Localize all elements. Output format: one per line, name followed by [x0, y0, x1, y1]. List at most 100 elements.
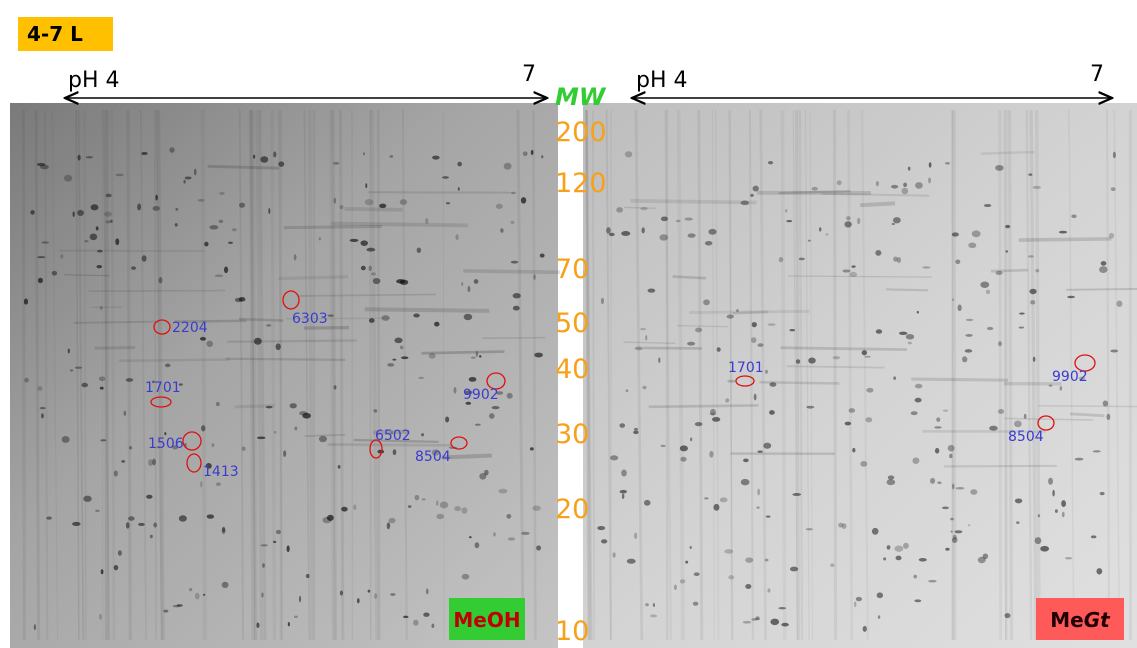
- streak: [255, 109, 264, 641]
- streak: [370, 109, 379, 641]
- streak: [75, 109, 80, 641]
- protein-spot: [980, 281, 990, 289]
- protein-spot: [896, 257, 902, 264]
- protein-spot: [616, 207, 624, 213]
- protein-spot: [364, 199, 374, 206]
- protein-spot: [982, 553, 989, 560]
- protein-spot: [680, 456, 687, 462]
- protein-spot: [399, 345, 404, 350]
- band: [234, 404, 275, 409]
- band: [421, 350, 505, 355]
- protein-spot: [479, 355, 482, 358]
- protein-spot: [164, 432, 167, 436]
- streak: [792, 109, 798, 641]
- protein-spot: [392, 449, 397, 456]
- band: [1004, 417, 1094, 421]
- protein-spot: [864, 355, 871, 358]
- protein-spot: [936, 417, 941, 422]
- mw-marker: 40: [555, 354, 589, 385]
- protein-spot: [241, 446, 246, 451]
- protein-spot: [356, 598, 360, 604]
- protein-spot: [1112, 151, 1116, 159]
- streak: [780, 109, 787, 641]
- protein-spot: [362, 152, 366, 156]
- mw-marker: 70: [555, 254, 589, 285]
- protein-spot: [387, 363, 395, 367]
- protein-spot: [367, 589, 371, 593]
- streak: [331, 109, 338, 641]
- protein-spot: [61, 436, 70, 443]
- protein-spot: [99, 386, 104, 390]
- spot-circle: [450, 436, 468, 450]
- protein-spot: [178, 515, 187, 522]
- protein-spot: [123, 410, 127, 416]
- protein-spot: [1052, 489, 1055, 497]
- protein-spot: [930, 477, 936, 484]
- band: [482, 336, 546, 339]
- protein-spot: [536, 545, 542, 551]
- protein-spot: [72, 521, 81, 526]
- protein-spot: [529, 447, 534, 451]
- protein-spot: [194, 168, 197, 176]
- streak: [861, 109, 869, 641]
- band: [624, 206, 656, 209]
- protein-spot: [735, 309, 739, 313]
- protein-spot: [266, 324, 272, 327]
- protein-spot: [898, 331, 908, 336]
- protein-spot: [272, 540, 277, 544]
- spot-label: 1506: [148, 436, 184, 452]
- protein-spot: [273, 151, 277, 158]
- protein-spot: [658, 357, 661, 363]
- protein-spot: [289, 403, 297, 409]
- protein-spot: [998, 341, 1002, 347]
- band: [364, 307, 490, 313]
- spot-label: 2204: [172, 320, 208, 336]
- protein-spot: [468, 376, 477, 382]
- protein-spot: [1102, 400, 1109, 407]
- protein-spot: [89, 233, 98, 241]
- protein-spot: [416, 247, 422, 253]
- band: [623, 341, 676, 344]
- streak: [605, 109, 612, 641]
- protein-spot: [875, 180, 879, 187]
- protein-spot: [67, 348, 70, 354]
- protein-spot: [372, 278, 381, 285]
- protein-spot: [708, 228, 717, 235]
- streak: [516, 109, 525, 641]
- spot-circle: [282, 290, 300, 310]
- protein-spot: [396, 279, 406, 284]
- spot-circle: [735, 375, 755, 387]
- protein-spot: [83, 495, 92, 502]
- protein-spot: [51, 270, 58, 276]
- spot-circle: [150, 396, 172, 408]
- protein-spot: [265, 405, 273, 409]
- protein-spot: [205, 463, 212, 469]
- protein-spot: [403, 615, 409, 619]
- protein-spot: [751, 337, 757, 344]
- sample-label: MeGt: [1050, 608, 1111, 632]
- protein-spot: [757, 450, 763, 453]
- protein-spot: [84, 240, 89, 243]
- protein-spot: [99, 613, 102, 620]
- protein-spot: [891, 222, 895, 226]
- protein-spot: [425, 218, 429, 224]
- protein-spot: [305, 573, 310, 579]
- protein-spot: [950, 517, 954, 521]
- mw-marker: 50: [555, 308, 589, 339]
- protein-spot: [1014, 420, 1022, 428]
- band: [648, 404, 759, 409]
- protein-spot: [862, 625, 867, 632]
- protein-spot: [675, 219, 681, 223]
- protein-spot: [597, 526, 606, 531]
- protein-spot: [541, 155, 544, 159]
- protein-spot: [621, 231, 631, 236]
- protein-spot: [239, 202, 246, 208]
- band: [1066, 287, 1137, 291]
- protein-spot: [752, 185, 759, 192]
- protein-spot: [379, 203, 387, 209]
- streak: [21, 109, 26, 641]
- protein-spot: [1074, 457, 1084, 461]
- protein-spot: [506, 513, 512, 519]
- protein-spot: [1110, 187, 1116, 192]
- protein-spot: [475, 350, 478, 357]
